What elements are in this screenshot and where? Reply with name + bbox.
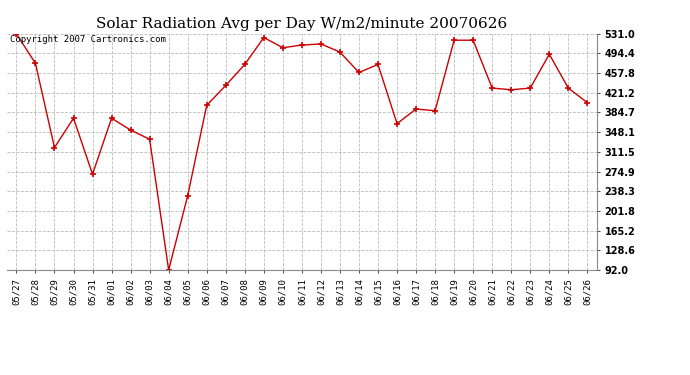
Title: Solar Radiation Avg per Day W/m2/minute 20070626: Solar Radiation Avg per Day W/m2/minute … [96, 17, 508, 31]
Text: Copyright 2007 Cartronics.com: Copyright 2007 Cartronics.com [10, 35, 166, 44]
